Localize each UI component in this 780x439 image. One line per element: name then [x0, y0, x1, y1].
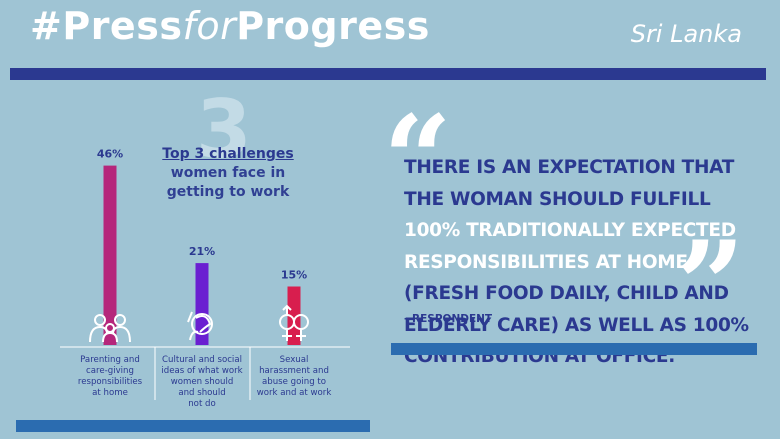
- hashtag-press: #Press: [30, 4, 183, 48]
- woman-silhouette-icon: [187, 311, 213, 341]
- chart-big-number: 3: [196, 83, 252, 176]
- value-label-1: 46%: [97, 148, 123, 161]
- quote-highlight: 100% traditionally expected responsibili…: [404, 220, 736, 273]
- close-quote-icon: ”: [676, 215, 746, 356]
- gender-symbols-icon: [279, 304, 309, 341]
- chart-title: Top 3 challenges women face in getting t…: [158, 145, 298, 202]
- hashtag-progress: Progress: [236, 4, 430, 48]
- chart-title-line1: Top 3 challenges: [162, 146, 294, 162]
- bar-2: [195, 263, 209, 345]
- chart-title-line3: getting to work: [166, 184, 290, 200]
- open-quote-icon: “: [383, 89, 453, 230]
- value-label-2: 21%: [189, 245, 215, 258]
- category-label-2: Cultural and social ideas of what work wom…: [161, 355, 242, 409]
- category-label-3: Sexual harassment and abuse going to work a…: [257, 355, 332, 398]
- hashtag-for: for: [182, 4, 237, 48]
- bottom-left-band: [16, 420, 370, 432]
- chart-title-line2: women face in: [170, 165, 286, 181]
- country-label: Sri Lanka: [630, 20, 742, 48]
- hashtag-title: #PressforProgress: [30, 4, 430, 48]
- challenges-bar-chart: 46% Parenting and care-giving responsibilit…: [60, 148, 350, 409]
- quote-part1: There is an expectation that the woman s…: [404, 157, 735, 210]
- top-divider-band: [10, 68, 766, 80]
- quote-attribution: - Respondent: [404, 313, 493, 325]
- value-label-3: 15%: [281, 269, 307, 282]
- bottom-right-band: [391, 343, 757, 355]
- family-icon: [89, 314, 131, 343]
- bar-1: [103, 165, 117, 345]
- bar-3: [287, 286, 301, 345]
- category-label-1: Parenting and care-giving responsibilities…: [78, 355, 143, 398]
